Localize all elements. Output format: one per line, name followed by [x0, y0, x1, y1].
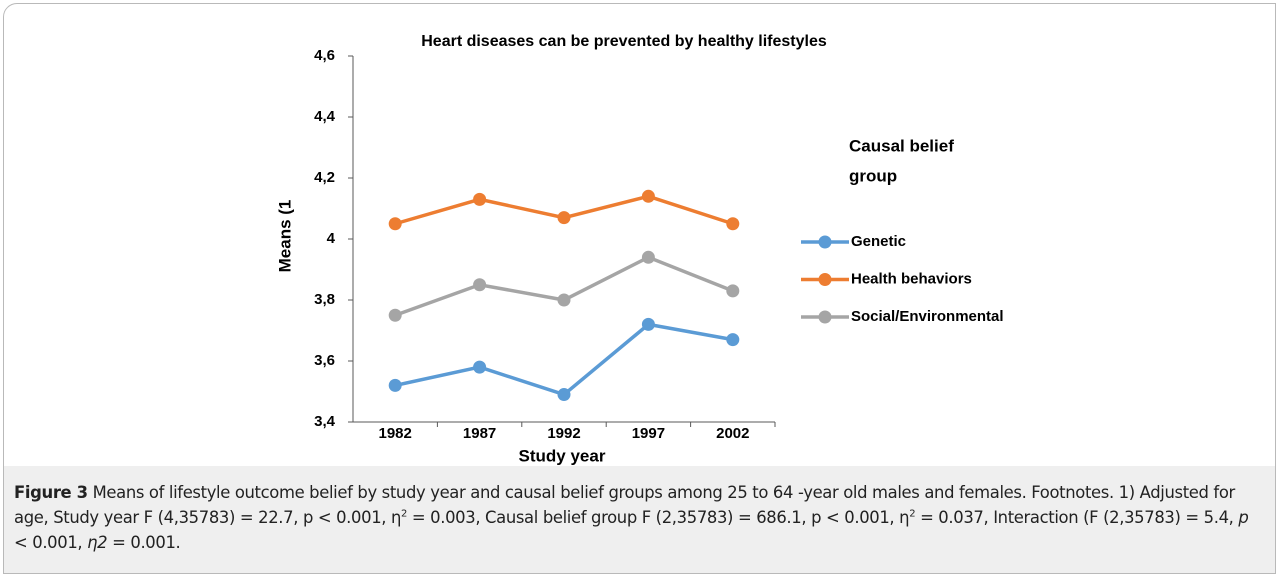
data-point [641, 317, 655, 331]
caption-sup: 2 [909, 508, 916, 520]
x-tick-label: 1987 [463, 425, 496, 442]
series-line [394, 322, 734, 397]
chart-title: Heart diseases can be prevented by healt… [421, 33, 827, 50]
legend-label: Social/Environmental [851, 308, 1004, 325]
y-tick-label: 3,4 [314, 413, 336, 430]
x-tick-label: 1992 [547, 425, 580, 442]
caption-text: Means of lifestyle outcome belief by stu… [14, 483, 1235, 527]
caption-label: Figure 3 [14, 483, 88, 502]
y-tick-label: 4,4 [314, 108, 336, 125]
y-tick-label: 4,2 [314, 169, 335, 186]
caption: Figure 3 Means of lifestyle outcome beli… [4, 466, 1275, 573]
data-point [557, 211, 571, 225]
legend-label: Health behaviors [851, 270, 972, 287]
data-point [726, 284, 740, 298]
data-point [473, 278, 487, 292]
legend-marker [818, 235, 832, 249]
data-point [473, 360, 487, 374]
series-line [394, 255, 734, 317]
figure: Heart diseases can be prevented by healt… [3, 3, 1276, 574]
caption-italic: p [1238, 508, 1249, 527]
x-tick-label: 1982 [379, 425, 412, 442]
legend-label: Genetic [851, 233, 906, 250]
data-point [557, 293, 571, 307]
caption-text: = 0.001. [107, 533, 181, 552]
caption-text: = 0.003, Causal belief group F (2,35783)… [407, 508, 910, 527]
x-axis-title: Study year [519, 446, 606, 465]
data-point [388, 308, 402, 322]
data-point [641, 250, 655, 264]
caption-italic: η2 [87, 533, 108, 552]
y-tick-label: 4,6 [314, 47, 335, 64]
caption-text: = 0.037, Interaction (F (2,35783) = 5.4, [915, 508, 1239, 527]
x-tick-label: 2002 [716, 425, 749, 442]
chart: Heart diseases can be prevented by healt… [275, 33, 1004, 465]
legend-marker [818, 310, 832, 324]
data-point [726, 217, 740, 231]
y-tick-label: 4 [327, 230, 336, 247]
caption-text: < 0.001, [14, 533, 88, 552]
data-point [473, 192, 487, 206]
legend-title: group [849, 166, 897, 185]
y-axis-title: Means (1 [275, 200, 294, 273]
caption-sup: 2 [401, 508, 408, 520]
x-tick-label: 1997 [632, 425, 665, 442]
data-point [388, 378, 402, 392]
data-point [388, 217, 402, 231]
data-point [557, 388, 571, 402]
data-point [726, 333, 740, 347]
y-tick-label: 3,6 [314, 352, 335, 369]
legend-title: Causal belief [849, 136, 954, 155]
data-point [641, 189, 655, 203]
legend-marker [818, 273, 832, 286]
y-tick-label: 3,8 [314, 291, 335, 308]
